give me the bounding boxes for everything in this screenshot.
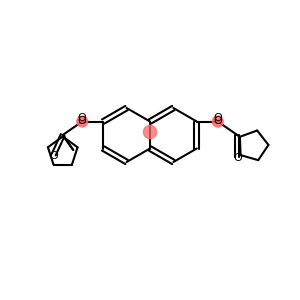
Circle shape <box>143 125 157 139</box>
Text: O: O <box>213 113 222 123</box>
Text: O: O <box>78 116 87 127</box>
Circle shape <box>77 116 88 127</box>
Text: O: O <box>78 113 87 123</box>
Text: O: O <box>233 153 242 163</box>
Circle shape <box>212 116 223 127</box>
Text: O: O <box>50 151 58 161</box>
Text: O: O <box>213 116 222 127</box>
